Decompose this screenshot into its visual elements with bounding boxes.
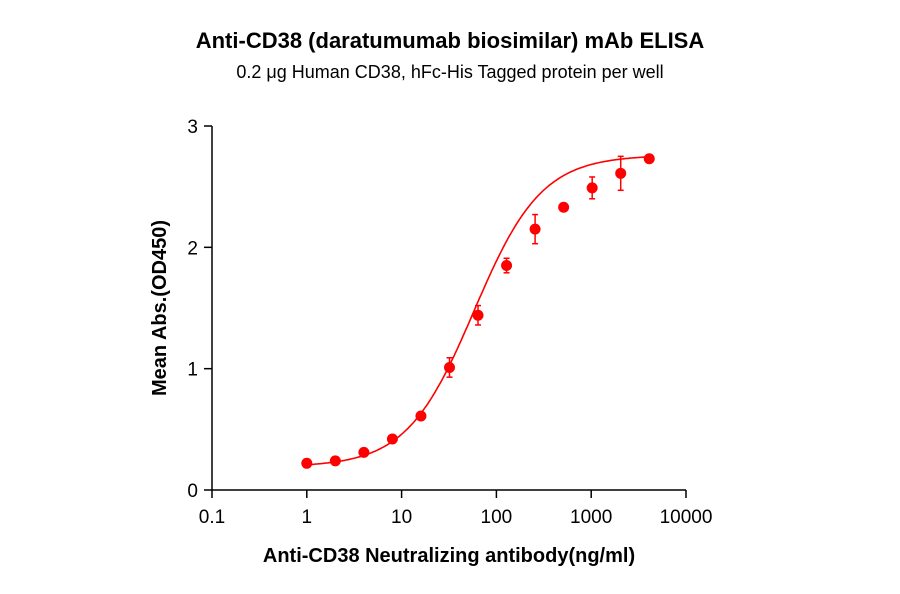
data-point	[301, 457, 313, 469]
chart-subtitle: 0.2 μg Human CD38, hFc-His Tagged protei…	[236, 62, 664, 82]
y-axis-label: Mean Abs.(OD450)	[149, 220, 171, 396]
y-tick-label: 0	[187, 481, 198, 502]
data-point	[558, 201, 570, 213]
data-point	[329, 455, 341, 467]
y-tick-label: 3	[187, 117, 198, 138]
data-point	[443, 361, 455, 373]
data-point	[415, 410, 427, 422]
data-point	[358, 446, 370, 458]
x-tick-label: 1000	[570, 507, 612, 528]
data-point	[472, 309, 484, 321]
x-tick-label: 10	[391, 507, 412, 528]
data-point	[529, 223, 541, 235]
data-point	[586, 182, 598, 194]
chart-title: Anti-CD38 (daratumumab biosimilar) mAb E…	[195, 28, 705, 53]
x-tick-label: 0.1	[199, 507, 225, 528]
y-tick-label: 1	[187, 360, 198, 381]
x-axis-label: Anti-CD38 Neutralizing antibody(ng/ml)	[263, 545, 635, 567]
data-point	[386, 433, 398, 445]
x-tick-label: 1	[302, 507, 313, 528]
x-tick-label: 10000	[660, 507, 713, 528]
y-tick-label: 2	[187, 238, 198, 259]
x-tick-label: 100	[481, 507, 513, 528]
data-point	[501, 260, 513, 272]
data-point	[643, 153, 655, 165]
data-point	[615, 167, 627, 179]
